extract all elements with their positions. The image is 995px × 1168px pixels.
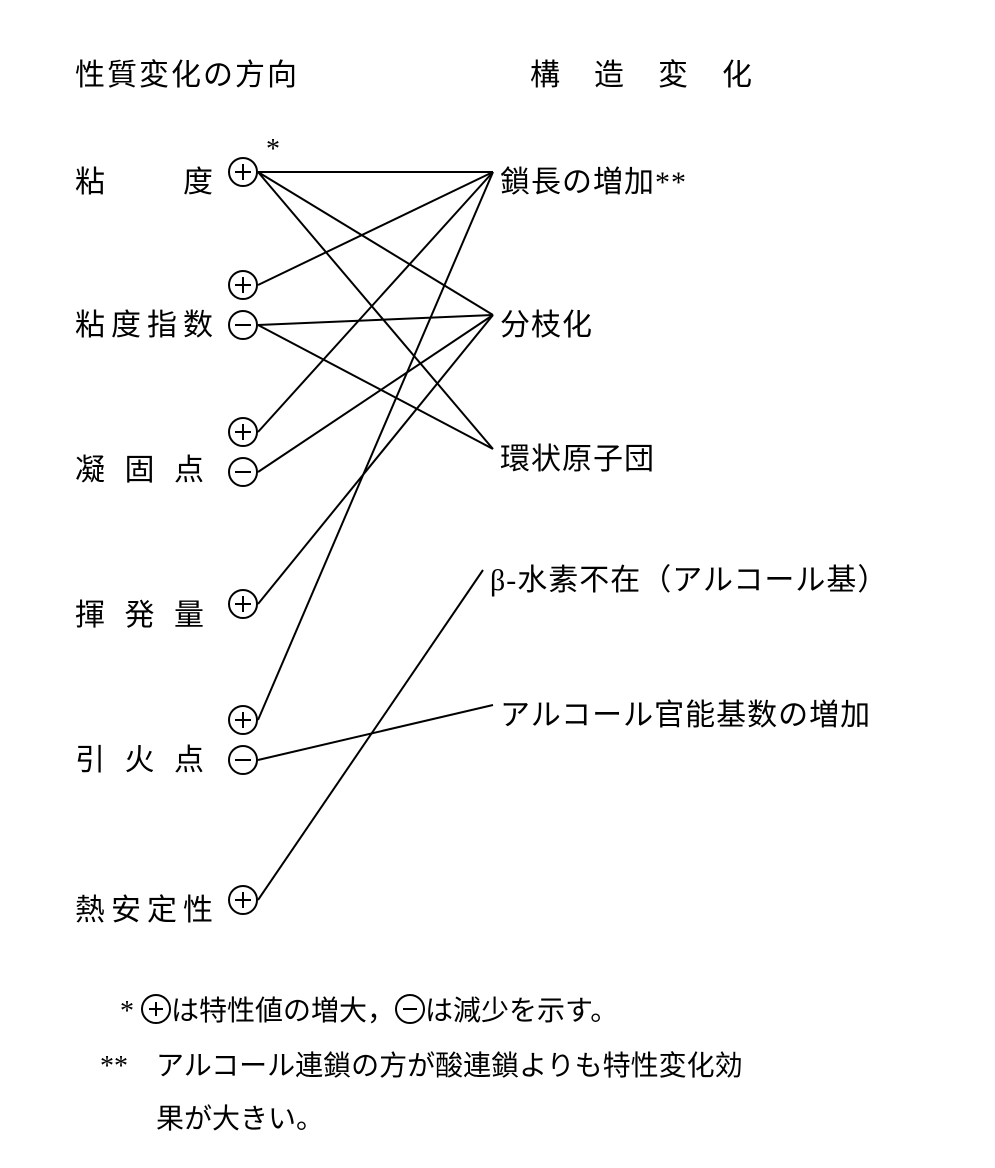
edge	[258, 705, 493, 760]
plus-icon	[228, 589, 258, 619]
edge	[258, 315, 493, 604]
left-label-freezing_point: 凝 固 点	[75, 445, 210, 489]
edge	[258, 325, 493, 449]
plus-icon	[141, 994, 171, 1024]
edge	[258, 172, 493, 285]
minus-icon	[228, 745, 258, 775]
asterisk-marker: *	[266, 134, 280, 166]
left-label-volatility: 揮 発 量	[75, 590, 210, 634]
edge	[258, 315, 493, 472]
edge	[258, 172, 493, 449]
footnote-0: * は特性値の増大，は減少を示す。	[120, 985, 618, 1038]
minus-icon	[228, 310, 258, 340]
left-label-viscosity: 粘 度	[75, 157, 219, 201]
left-label-viscosity_index: 粘度指数	[75, 300, 219, 344]
header-left: 性質変化の方向	[75, 50, 299, 94]
plus-icon	[228, 885, 258, 915]
left-label-flash_point: 引 火 点	[75, 735, 210, 779]
minus-icon	[395, 994, 425, 1024]
diagram-page: 性質変化の方向 構 造 変 化 粘 度粘度指数凝 固 点揮 発 量引 火 点熱安…	[0, 0, 995, 1168]
right-label-alcohol_groups: アルコール官能基数の増加	[500, 690, 871, 734]
footnote-1: ** アルコール連鎖の方が酸連鎖よりも特性変化効 果が大きい。	[100, 1040, 743, 1146]
left-label-thermal_stability: 熱安定性	[75, 885, 219, 929]
edge	[258, 570, 483, 900]
right-label-branching: 分枝化	[500, 300, 593, 344]
plus-icon	[228, 705, 258, 735]
right-label-cyclic: 環状原子団	[500, 434, 655, 478]
header-right: 構 造 変 化	[530, 50, 754, 94]
edge	[258, 315, 493, 325]
minus-icon	[228, 457, 258, 487]
plus-icon	[228, 270, 258, 300]
right-label-beta_h: β-水素不在（アルコール基）	[490, 555, 888, 599]
right-label-chain_length: 鎖長の増加**	[500, 157, 687, 201]
edge	[258, 172, 493, 432]
edge	[258, 172, 493, 315]
plus-icon	[228, 157, 258, 187]
edge	[258, 172, 493, 720]
plus-icon	[228, 417, 258, 447]
